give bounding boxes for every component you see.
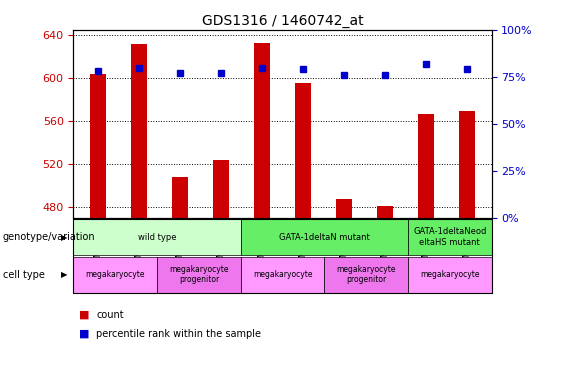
Text: ▶: ▶: [61, 270, 68, 279]
Bar: [459, 111, 475, 218]
Text: percentile rank within the sample: percentile rank within the sample: [96, 329, 261, 339]
Text: wild type: wild type: [138, 232, 176, 242]
Text: cell type: cell type: [3, 270, 45, 280]
Text: genotype/variation: genotype/variation: [3, 232, 95, 242]
Bar: [213, 160, 229, 218]
Text: count: count: [96, 310, 124, 320]
Bar: [377, 206, 393, 218]
Text: megakaryocyte: megakaryocyte: [253, 270, 312, 279]
Bar: [131, 44, 147, 218]
Text: megakaryocyte: megakaryocyte: [85, 270, 145, 279]
Text: GATA-1deltaNeod
eltaHS mutant: GATA-1deltaNeod eltaHS mutant: [413, 228, 486, 247]
Text: ▶: ▶: [61, 232, 68, 242]
Title: GDS1316 / 1460742_at: GDS1316 / 1460742_at: [202, 13, 363, 28]
Text: ■: ■: [79, 310, 90, 320]
Bar: [90, 74, 106, 217]
Text: megakaryocyte
progenitor: megakaryocyte progenitor: [336, 265, 396, 284]
Text: megakaryocyte: megakaryocyte: [420, 270, 480, 279]
Bar: [336, 199, 352, 217]
Text: ■: ■: [79, 329, 90, 339]
Bar: [254, 43, 270, 218]
Bar: [418, 114, 434, 218]
Bar: [295, 82, 311, 218]
Text: GATA-1deltaN mutant: GATA-1deltaN mutant: [279, 232, 370, 242]
Bar: [172, 177, 188, 218]
Text: megakaryocyte
progenitor: megakaryocyte progenitor: [169, 265, 229, 284]
